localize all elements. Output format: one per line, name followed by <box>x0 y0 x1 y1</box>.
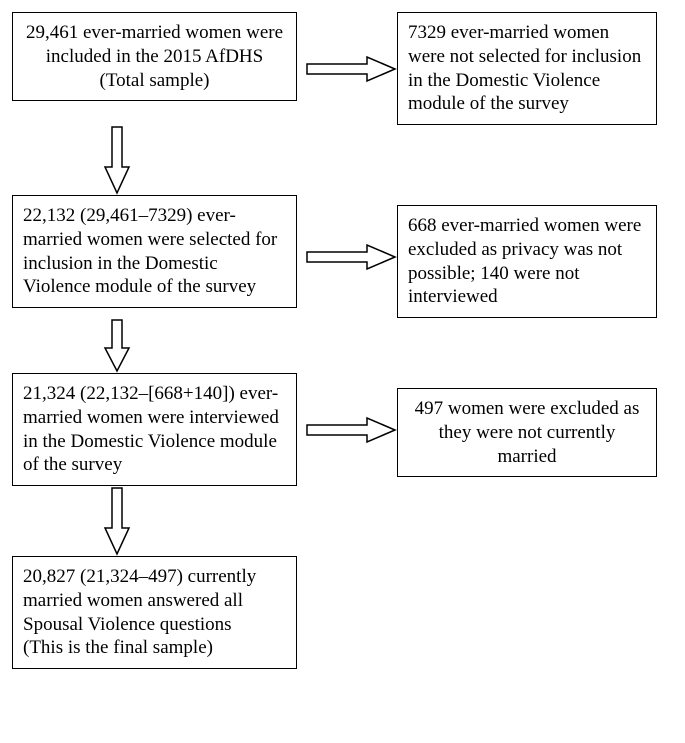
row-2: 22,132 (29,461–7329) ever-married women … <box>12 195 673 318</box>
row-3: 21,324 (22,132–[668+140]) ever-married w… <box>12 373 673 486</box>
box-excluded-1: 7329 ever-married women were not selecte… <box>397 12 657 125</box>
arrow-right-3 <box>297 373 397 486</box>
box-final-sample-text: 20,827 (21,324–497) currently married wo… <box>23 566 256 658</box>
box-selected-text: 22,132 (29,461–7329) ever-married women … <box>23 205 277 297</box>
row-1: 29,461 ever-married women were included … <box>12 12 673 125</box>
box-selected: 22,132 (29,461–7329) ever-married women … <box>12 195 297 308</box>
box-final-sample: 20,827 (21,324–497) currently married wo… <box>12 556 297 669</box>
box-total-sample: 29,461 ever-married women were included … <box>12 12 297 101</box>
arrow-right-1 <box>297 12 397 125</box>
arrow-down-1 <box>12 125 673 195</box>
box-excluded-3: 497 women were excluded as they were not… <box>397 388 657 477</box>
box-excluded-2: 668 ever-married women were excluded as … <box>397 205 657 318</box>
row-4: 20,827 (21,324–497) currently married wo… <box>12 556 673 669</box>
box-excluded-2-text: 668 ever-married women were excluded as … <box>408 215 641 307</box>
box-interviewed: 21,324 (22,132–[668+140]) ever-married w… <box>12 373 297 486</box>
box-excluded-3-text: 497 women were excluded as they were not… <box>415 398 640 467</box>
box-total-sample-text: 29,461 ever-married women were included … <box>26 22 283 91</box>
arrow-down-2 <box>12 318 673 373</box>
box-interviewed-text: 21,324 (22,132–[668+140]) ever-married w… <box>23 383 279 475</box>
box-excluded-1-text: 7329 ever-married women were not selecte… <box>408 22 641 114</box>
arrow-down-3 <box>12 486 673 556</box>
arrow-right-2 <box>297 195 397 318</box>
